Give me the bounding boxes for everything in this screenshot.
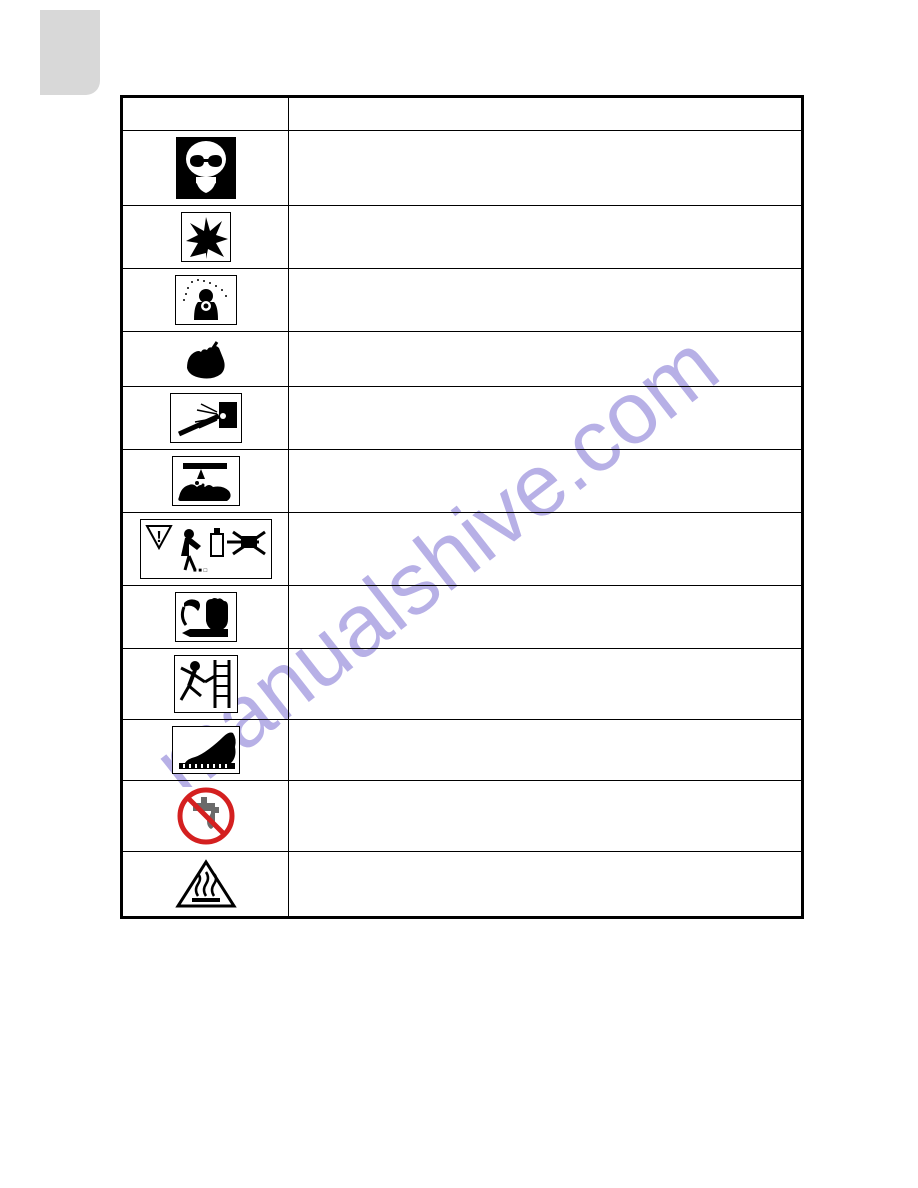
table-row: ! ■ ■ □: [123, 513, 802, 586]
row-definition: [289, 513, 802, 586]
remove-spark-plug-icon: ! ■ ■ □: [140, 519, 272, 579]
row-definition: [289, 206, 802, 269]
chemical-burn-hand-icon: [172, 456, 240, 506]
row-definition: [289, 269, 802, 332]
toxic-spray-person-icon: [175, 275, 237, 325]
row-definition: [289, 649, 802, 720]
page-corner-tab: [40, 10, 100, 95]
table-row: [123, 781, 802, 852]
row-definition: [289, 852, 802, 917]
table-row: [123, 332, 802, 387]
hand-injection-icon: [181, 338, 231, 380]
eye-protection-icon: [176, 137, 236, 199]
hot-steam-triangle-icon: [174, 858, 238, 910]
hot-surface-hand-icon: [172, 726, 240, 774]
safety-symbols-table: symbol definition: [120, 95, 804, 919]
table-row: [123, 450, 802, 513]
table-row: [123, 206, 802, 269]
table-row: [123, 387, 802, 450]
kickback-hand-icon: [175, 592, 237, 642]
table-row: [123, 852, 802, 917]
svg-text:!: !: [156, 529, 161, 546]
header-definition: definition: [289, 98, 802, 131]
table-row: [123, 269, 802, 332]
table-row: [123, 131, 802, 206]
row-definition: [289, 387, 802, 450]
row-definition: [289, 450, 802, 513]
row-definition: [289, 586, 802, 649]
table-row: [123, 586, 802, 649]
row-definition: [289, 720, 802, 781]
row-definition: [289, 781, 802, 852]
explosion-icon: [181, 212, 231, 262]
table-row: [123, 649, 802, 720]
table-row: [123, 720, 802, 781]
no-potable-water-icon: [177, 787, 235, 845]
svg-text:■ ■ □: ■ ■ □: [193, 568, 208, 574]
row-definition: [289, 131, 802, 206]
table-header-row: symbol definition: [123, 98, 802, 131]
fall-from-ladder-icon: [174, 655, 238, 713]
header-symbol: symbol: [123, 98, 289, 131]
pressure-spray-icon: [170, 393, 242, 443]
row-definition: [289, 332, 802, 387]
